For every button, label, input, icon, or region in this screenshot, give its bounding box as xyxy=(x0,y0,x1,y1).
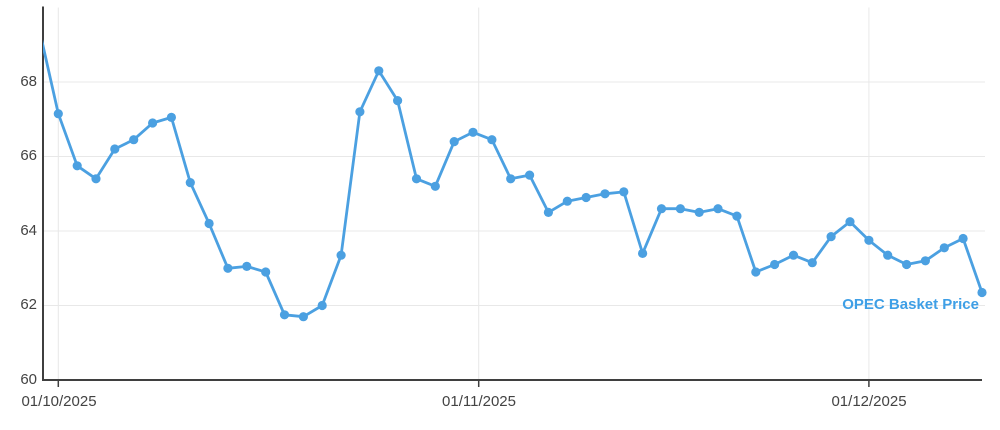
data-point-marker[interactable] xyxy=(148,118,158,128)
x-axis-tick-label: 01/10/2025 xyxy=(21,393,97,410)
data-point-marker[interactable] xyxy=(864,235,874,245)
data-point-marker[interactable] xyxy=(355,107,365,117)
data-point-marker[interactable] xyxy=(185,178,195,188)
y-axis-tick-label: 62 xyxy=(20,296,37,313)
data-point-marker[interactable] xyxy=(732,211,742,221)
data-point-marker[interactable] xyxy=(506,174,516,184)
data-point-marker[interactable] xyxy=(902,259,912,270)
data-point-marker[interactable] xyxy=(430,181,440,191)
y-axis-tick-label: 68 xyxy=(20,73,37,90)
x-axis-tick-label: 01/12/2025 xyxy=(831,393,907,410)
data-point-marker[interactable] xyxy=(638,248,648,258)
data-point-marker[interactable] xyxy=(619,187,629,197)
data-point-marker[interactable] xyxy=(807,258,817,268)
data-point-marker[interactable] xyxy=(204,218,214,229)
data-point-marker[interactable] xyxy=(261,267,271,277)
data-point-marker[interactable] xyxy=(675,204,686,214)
data-point-marker[interactable] xyxy=(581,192,591,203)
data-point-marker[interactable] xyxy=(487,135,497,145)
y-axis-tick-label: 66 xyxy=(20,147,37,164)
data-point-marker[interactable] xyxy=(788,250,799,260)
data-point-marker[interactable] xyxy=(600,189,610,199)
data-point-marker[interactable] xyxy=(223,263,233,273)
y-axis-tick-label: 60 xyxy=(20,371,37,388)
data-point-marker[interactable] xyxy=(336,250,346,260)
data-point-marker[interactable] xyxy=(656,204,667,214)
data-point-marker[interactable] xyxy=(279,310,290,320)
data-point-marker[interactable] xyxy=(298,312,308,322)
series-label: OPEC Basket Price xyxy=(842,296,979,313)
data-point-marker[interactable] xyxy=(449,137,459,147)
x-axis-tick-label: 01/11/2025 xyxy=(442,393,516,410)
data-point-marker[interactable] xyxy=(525,170,535,180)
data-point-marker[interactable] xyxy=(826,232,836,242)
data-point-marker[interactable] xyxy=(317,300,327,311)
data-point-marker[interactable] xyxy=(242,261,252,271)
data-point-marker[interactable] xyxy=(694,207,704,217)
data-point-marker[interactable] xyxy=(393,96,403,106)
data-point-marker[interactable] xyxy=(751,267,761,277)
y-axis-tick-label: 64 xyxy=(20,222,37,239)
data-point-marker[interactable] xyxy=(958,233,968,244)
data-point-marker[interactable] xyxy=(562,196,572,206)
data-point-marker[interactable] xyxy=(91,174,101,184)
data-point-marker[interactable] xyxy=(374,66,384,76)
data-point-marker[interactable] xyxy=(713,204,723,214)
data-point-marker[interactable] xyxy=(411,174,422,184)
price-line xyxy=(43,39,984,319)
data-point-marker[interactable] xyxy=(72,161,82,171)
data-point-marker[interactable] xyxy=(110,144,120,154)
data-point-marker[interactable] xyxy=(770,259,780,270)
data-point-marker[interactable] xyxy=(920,256,931,266)
data-point-marker[interactable] xyxy=(543,207,554,217)
data-point-marker[interactable] xyxy=(845,217,855,227)
data-point-marker[interactable] xyxy=(939,243,949,253)
data-point-marker[interactable] xyxy=(166,112,176,122)
data-point-marker[interactable] xyxy=(977,287,987,298)
data-point-marker[interactable] xyxy=(883,250,893,260)
data-point-marker[interactable] xyxy=(129,135,139,145)
data-point-marker[interactable] xyxy=(468,127,478,137)
data-point-marker[interactable] xyxy=(53,109,63,119)
